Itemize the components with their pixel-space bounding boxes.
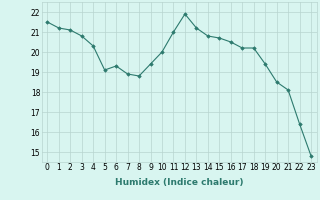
- X-axis label: Humidex (Indice chaleur): Humidex (Indice chaleur): [115, 178, 244, 187]
